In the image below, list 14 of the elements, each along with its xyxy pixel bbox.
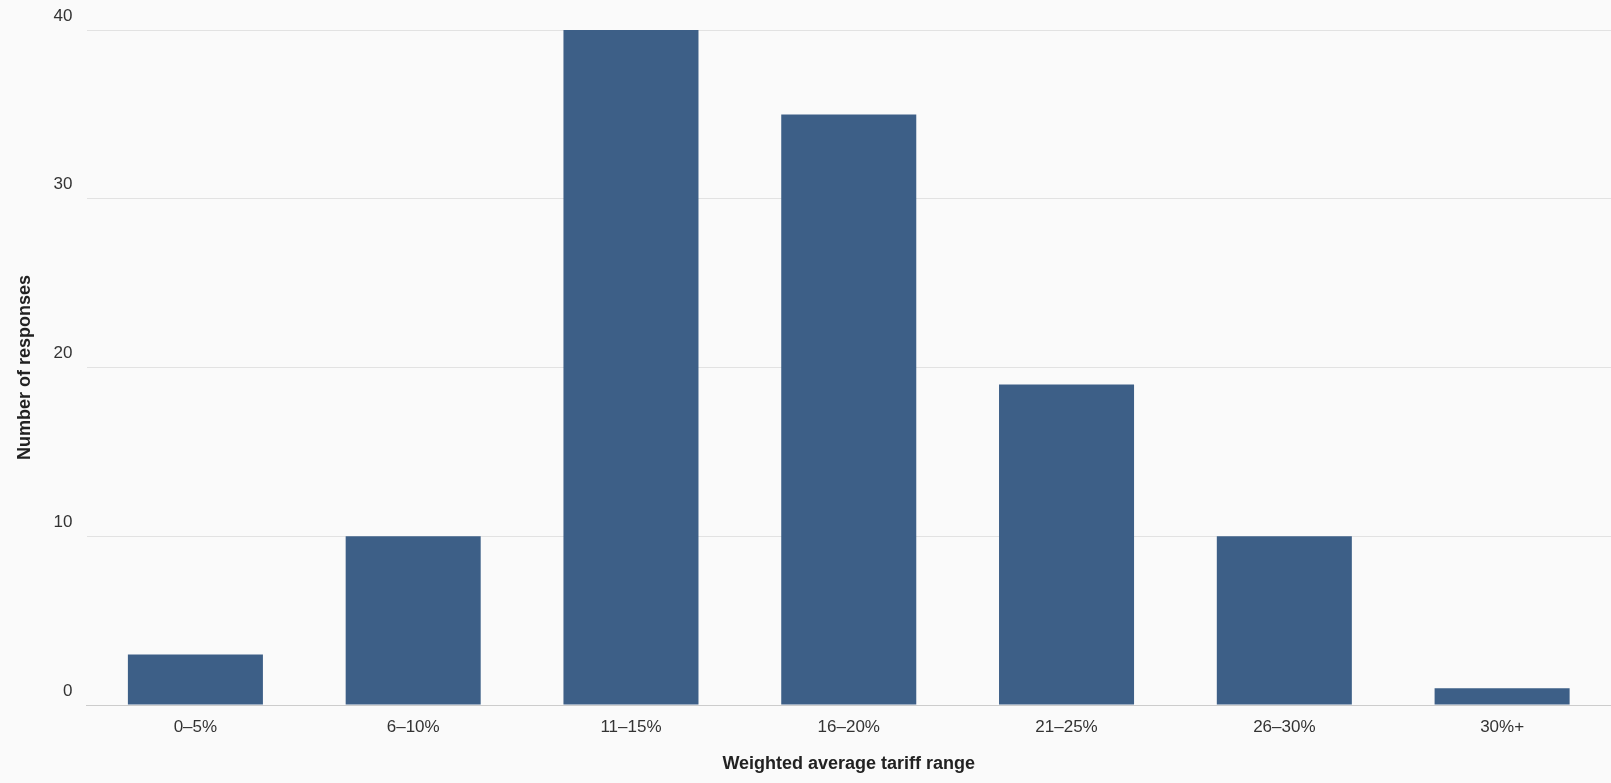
x-tick-label: 30%+ [1480, 716, 1525, 736]
x-tick-label: 21–25% [1035, 716, 1098, 736]
x-tick-label: 16–20% [817, 716, 880, 736]
y-tick-label: 20 [53, 343, 73, 363]
y-tick-label: 40 [53, 5, 73, 25]
y-tick-label: 0 [63, 680, 73, 700]
x-tick-label: 11–15% [600, 716, 662, 736]
y-tick-label: 10 [53, 511, 73, 531]
x-axis-title: Weighted average tariff range [722, 753, 976, 774]
x-tick-label: 6–10% [386, 716, 440, 736]
y-axis-title: Number of responses [13, 274, 34, 461]
x-tick-label: 26–30% [1253, 716, 1316, 736]
x-tick-label: 0–5% [173, 716, 218, 736]
y-tick-label: 30 [53, 174, 73, 194]
